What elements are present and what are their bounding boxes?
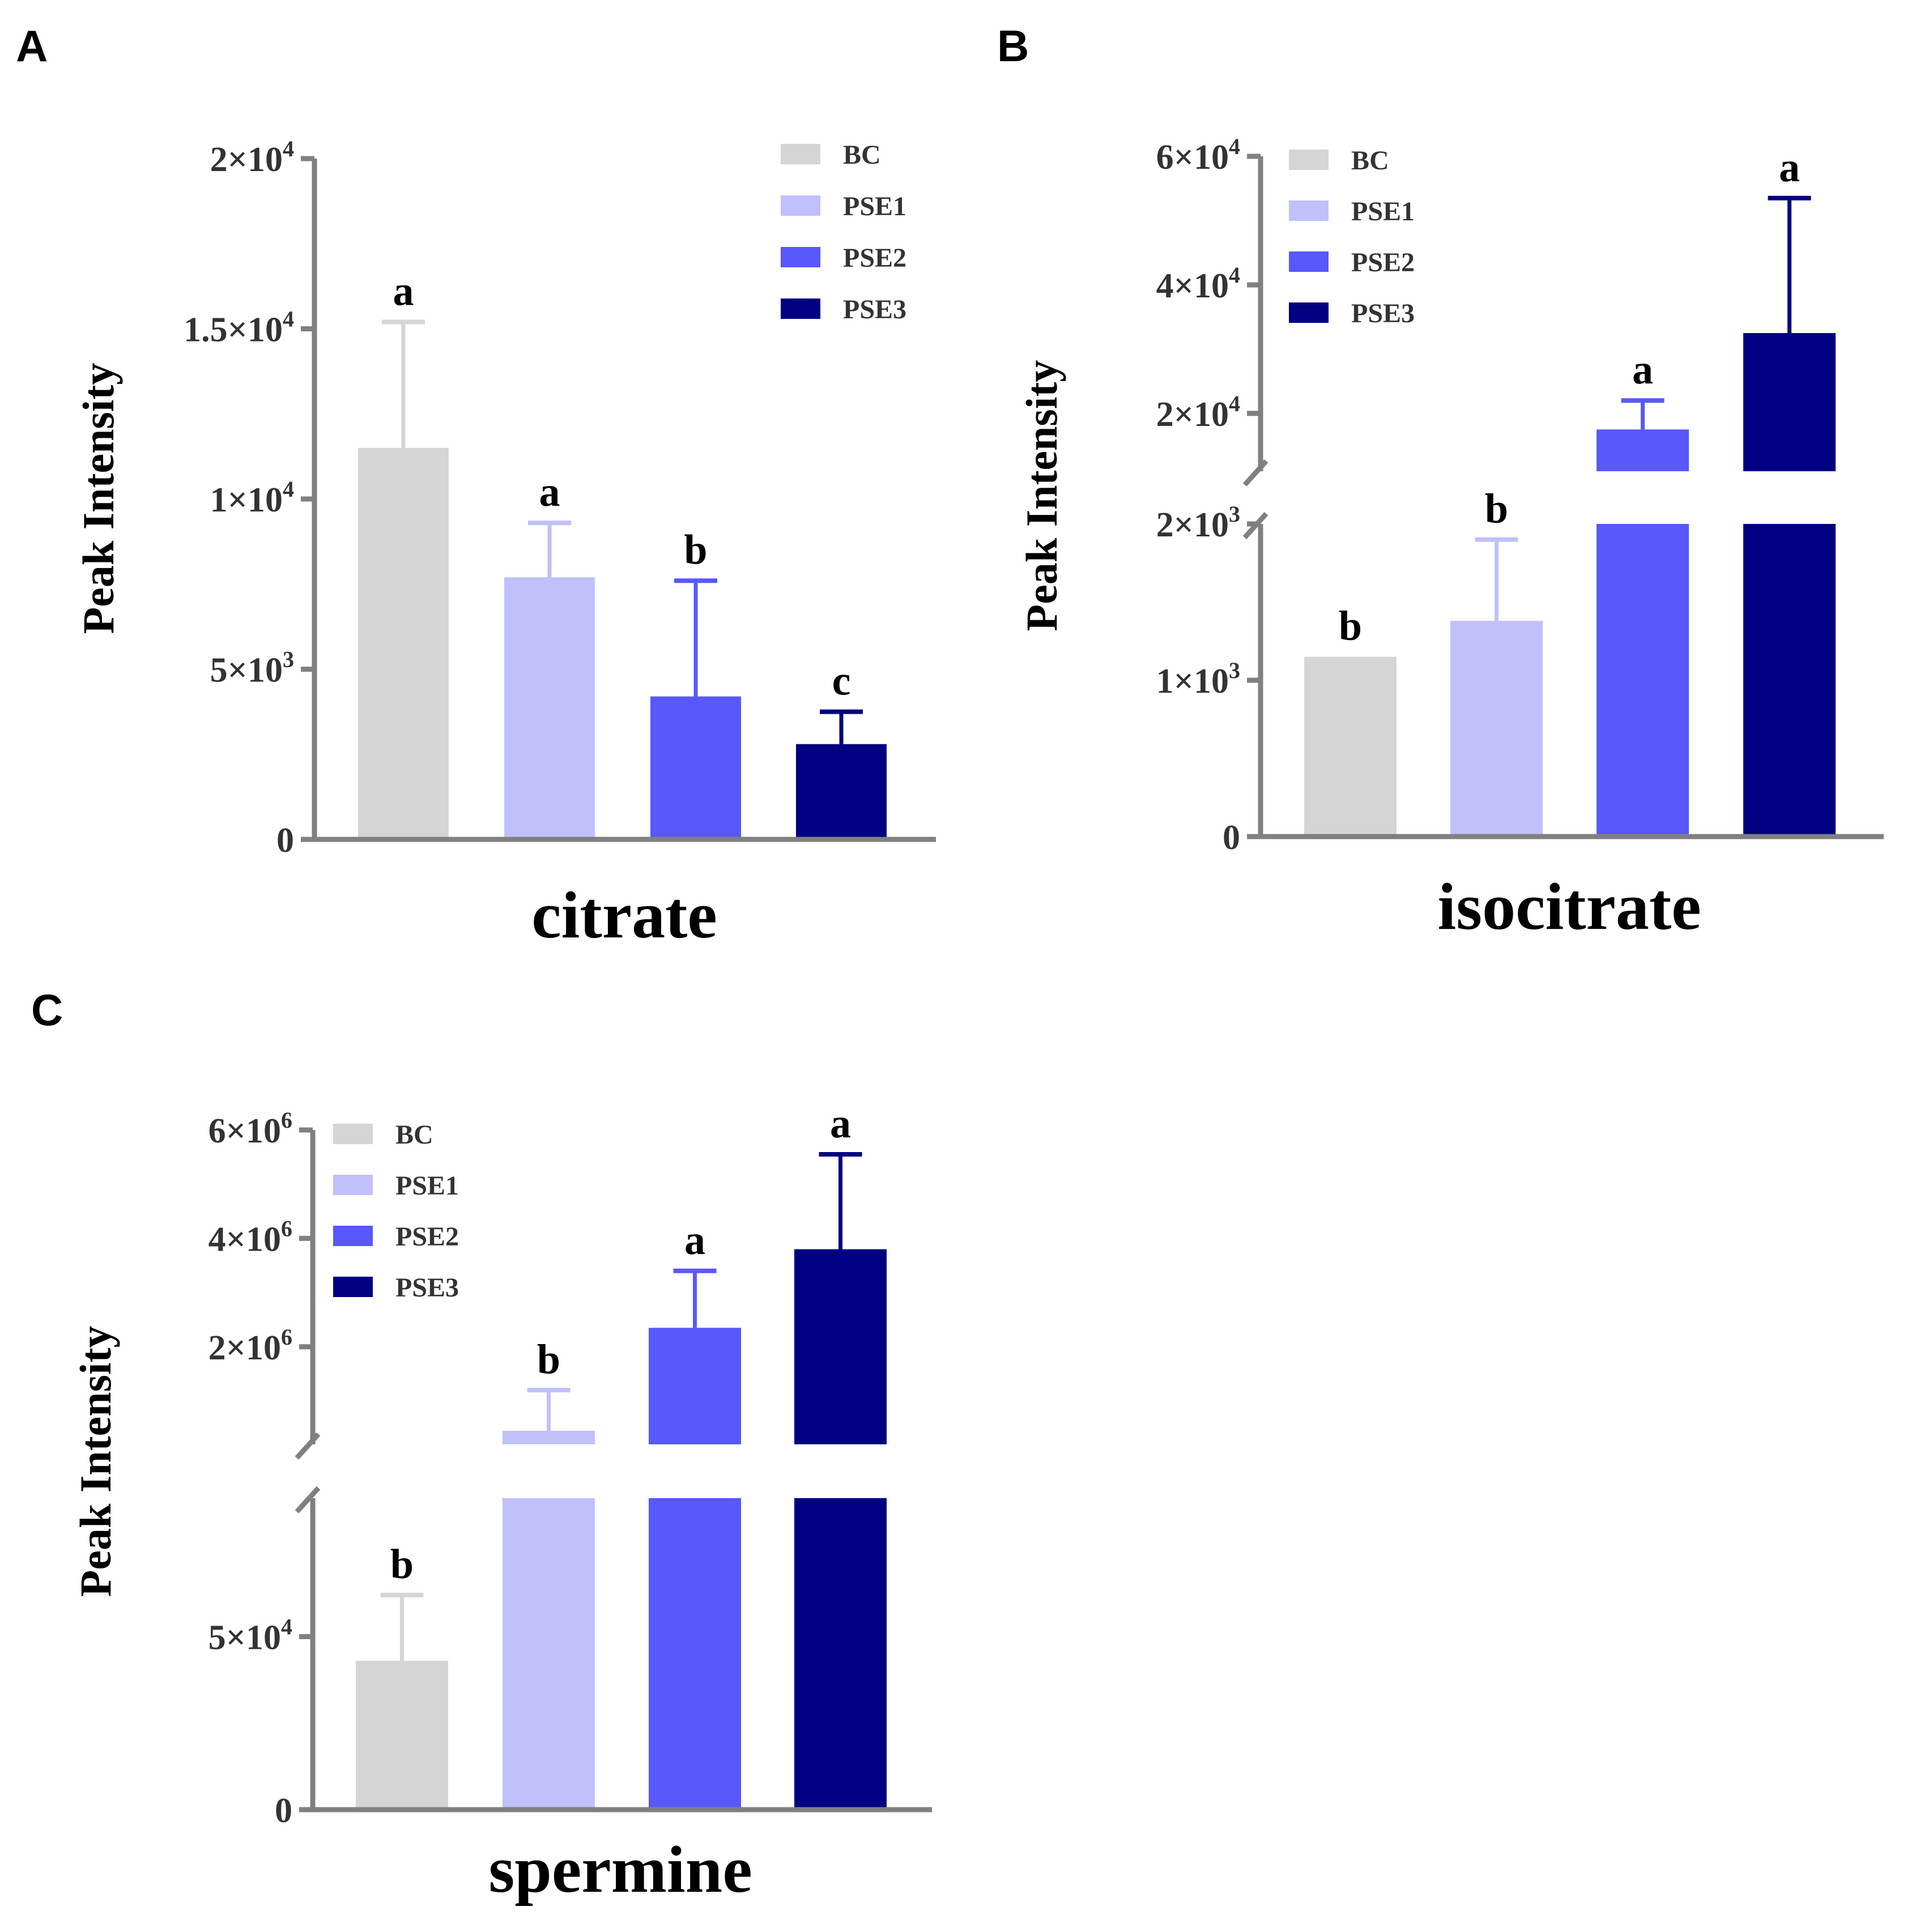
significance-letter: a (1779, 144, 1800, 191)
significance-letter: a (393, 268, 414, 314)
bar-bc (1304, 656, 1397, 837)
bar-lower-pse2 (649, 1498, 741, 1810)
y-tick-label: 0 (276, 821, 294, 860)
legend-swatch-pse3 (1289, 302, 1329, 323)
significance-letter: c (832, 658, 851, 705)
y-tick-label: 2×104 (1156, 391, 1240, 434)
legend-label-pse3: PSE3 (395, 1273, 459, 1303)
legend-label-bc: BC (1351, 146, 1389, 176)
panel-letter: C (31, 985, 63, 1035)
bar-bc (356, 1661, 448, 1810)
legend: BC PSE1 PSE2 PSE3 (1289, 146, 1415, 329)
legend-label-pse1: PSE1 (395, 1171, 459, 1201)
y-tick-label: 4×106 (208, 1216, 292, 1259)
y-axis-title: Peak Intensity (71, 1326, 120, 1597)
legend-swatch-pse2 (1289, 251, 1329, 272)
x-axis-title: citrate (531, 878, 717, 952)
legend-swatch-pse1 (333, 1175, 373, 1195)
legend-label-pse3: PSE3 (1351, 298, 1415, 329)
legend-swatch-pse2 (781, 247, 820, 267)
y-tick-label: 1×103 (1156, 658, 1240, 701)
y-tick-label: 6×104 (1156, 134, 1240, 177)
bar-upper-pse3 (1743, 333, 1836, 471)
bar-upper-pse2 (649, 1328, 741, 1444)
y-tick-label: 0 (1223, 818, 1240, 857)
legend-label-pse3: PSE3 (843, 295, 906, 325)
significance-letter: a (539, 469, 560, 515)
legend-label-bc: BC (395, 1120, 433, 1150)
legend: BC PSE1 PSE2 PSE3 (781, 140, 906, 325)
legend-swatch-pse1 (781, 195, 820, 216)
legend-label-pse2: PSE2 (843, 243, 906, 273)
axis-break-mark (295, 1432, 321, 1460)
panel-letter: B (997, 21, 1029, 71)
bar-lower-pse1 (503, 1498, 595, 1810)
legend-label-pse1: PSE1 (1351, 197, 1415, 227)
legend-swatch-pse3 (781, 298, 820, 319)
legend-label-pse1: PSE1 (843, 191, 906, 221)
x-axis-title: isocitrate (1437, 869, 1701, 944)
y-axis-title: Peak Intensity (1017, 360, 1066, 632)
y-tick-label: 6×106 (208, 1107, 292, 1150)
bar-lower-pse2 (1597, 524, 1689, 837)
legend-label-bc: BC (843, 140, 881, 170)
y-tick-label: 0 (275, 1792, 292, 1830)
y-tick-label: 1×104 (210, 476, 294, 519)
bar-bc (358, 447, 449, 839)
legend-swatch-pse3 (333, 1277, 373, 1297)
panel-letter: A (16, 21, 48, 71)
significance-letter: b (537, 1336, 560, 1383)
significance-letter: b (1485, 486, 1508, 532)
y-tick-label: 5×103 (210, 647, 294, 690)
bar-pse3 (796, 744, 887, 839)
legend-swatch-bc (1289, 150, 1329, 170)
bar-upper-pse2 (1597, 429, 1689, 471)
legend-label-pse2: PSE2 (1351, 248, 1415, 278)
bar-pse1 (1450, 621, 1543, 837)
significance-letter: b (684, 527, 707, 573)
axis-break-mark (1242, 459, 1269, 487)
axis-break-mark (295, 1486, 321, 1514)
bar-lower-pse3 (794, 1498, 887, 1810)
legend-swatch-bc (781, 144, 820, 164)
y-axis-title: Peak Intensity (74, 363, 123, 634)
significance-letter: a (1632, 347, 1653, 393)
legend-swatch-pse1 (1289, 201, 1329, 221)
y-tick-label: 5×104 (208, 1614, 292, 1657)
bar-pse1 (504, 577, 595, 839)
y-tick-label: 1.5×104 (184, 306, 294, 349)
y-tick-label: 2×103 (1156, 501, 1240, 544)
y-tick-label: 2×106 (208, 1324, 292, 1367)
y-tick-label: 4×104 (1156, 262, 1240, 305)
chart-panel-c: Cb b a a 0 5×104 2×106 4×106 6×106 Peak Intensity… (31, 985, 932, 1907)
significance-letter: b (390, 1541, 414, 1588)
bar-pse2 (650, 696, 741, 839)
x-axis-title: spermine (488, 1832, 752, 1907)
y-tick-label: 2×104 (210, 136, 294, 179)
bar-upper-pse3 (794, 1249, 887, 1444)
legend: BC PSE1 PSE2 PSE3 (333, 1120, 459, 1303)
chart-panel-b: Bb b a a 0 1×103 2×103 2×104 4×104 6×104 Peak Inte… (997, 21, 1884, 944)
legend-swatch-bc (333, 1124, 373, 1144)
significance-letter: a (830, 1101, 851, 1147)
significance-letter: b (1339, 603, 1362, 650)
legend-label-pse2: PSE2 (395, 1222, 459, 1252)
legend-swatch-pse2 (333, 1226, 373, 1246)
bar-upper-pse1 (503, 1431, 595, 1444)
significance-letter: a (684, 1217, 705, 1264)
chart-panel-a: Aa a b c 0 5×103 1×104 1.5×104 2×104 Peak Intensi… (16, 21, 936, 952)
bar-lower-pse3 (1743, 524, 1836, 837)
